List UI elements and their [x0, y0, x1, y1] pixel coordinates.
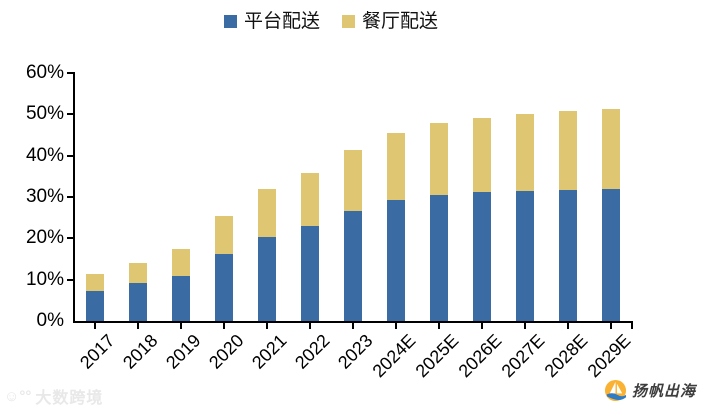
y-axis-label: 30%	[25, 186, 64, 207]
sailboat-icon	[604, 379, 627, 402]
x-axis-tick	[524, 323, 526, 329]
y-axis-label: 40%	[25, 144, 64, 166]
y-axis-label: 20%	[25, 227, 64, 249]
bar-segment-restaurant-2026E	[473, 117, 491, 193]
x-axis-tick	[352, 323, 354, 329]
legend-swatch-platform-icon	[223, 15, 237, 28]
x-axis-tick	[137, 323, 139, 329]
legend-swatch-restaurant-icon	[342, 15, 355, 28]
bar-segment-platform-2026E	[473, 192, 491, 321]
y-axis-label: 0%	[36, 310, 64, 331]
bar-segment-restaurant-2021	[258, 188, 276, 237]
bar-segment-restaurant-2019	[172, 248, 190, 276]
bar-segment-platform-2028E	[559, 189, 577, 321]
x-axis-label-2028E: 2028E	[540, 330, 592, 382]
x-axis-tick	[94, 323, 96, 329]
x-axis-tick	[438, 323, 440, 329]
y-axis-tick	[67, 113, 74, 116]
x-axis-label-2024E: 2024E	[368, 330, 420, 382]
bar-segment-platform-2027E	[516, 191, 534, 321]
bar-segment-platform-2029E	[602, 188, 620, 321]
x-axis-tick	[481, 323, 483, 329]
y-axis-label: 60%	[25, 62, 64, 83]
x-axis-tick	[180, 323, 182, 329]
x-axis-tick	[567, 323, 569, 329]
bar-segment-restaurant-2027E	[516, 114, 534, 192]
x-axis-label-2019: 2019	[161, 330, 205, 373]
watermark-icon: ☺°°	[4, 387, 32, 405]
legend-item-platform: 平台配送	[223, 10, 320, 32]
y-axis-line	[73, 72, 75, 323]
bar-segment-restaurant-2023	[344, 150, 362, 211]
x-axis-label-2027E: 2027E	[497, 330, 549, 382]
bar-segment-restaurant-2028E	[559, 111, 577, 190]
x-axis-label-2029E: 2029E	[583, 330, 635, 382]
x-axis-tick	[266, 323, 268, 329]
brand-logo: 扬帆出海	[604, 379, 696, 402]
y-axis-tick	[67, 237, 74, 240]
x-axis-tick	[223, 323, 225, 329]
bar-segment-restaurant-2024E	[387, 132, 405, 200]
y-axis-tick	[67, 72, 74, 74]
x-axis-label-2021: 2021	[247, 330, 291, 373]
bar-segment-restaurant-2017	[86, 274, 104, 291]
bar-segment-restaurant-2022	[301, 173, 319, 226]
bar-segment-platform-2024E	[387, 199, 405, 321]
bar-segment-platform-2020	[215, 254, 233, 321]
bar-segment-platform-2023	[344, 210, 362, 321]
y-axis-label: 50%	[25, 103, 64, 125]
bar-segment-platform-2022	[301, 225, 319, 321]
x-axis-end-tick	[631, 321, 633, 329]
bar-segment-restaurant-2018	[129, 263, 147, 283]
bar-segment-restaurant-2020	[215, 215, 233, 255]
legend-label-platform: 平台配送	[243, 10, 320, 32]
watermark: ☺°° 大数跨境	[4, 384, 103, 408]
bar-segment-platform-2019	[172, 275, 190, 321]
bar-segment-restaurant-2029E	[602, 108, 620, 189]
bar-segment-platform-2021	[258, 236, 276, 321]
x-axis-tick	[610, 323, 612, 329]
x-axis-label-2022: 2022	[290, 330, 334, 373]
bar-segment-platform-2017	[86, 290, 104, 321]
x-axis-tick	[309, 323, 311, 329]
x-axis-label-2025E: 2025E	[411, 330, 463, 382]
y-axis-tick	[67, 196, 74, 198]
bar-segment-platform-2018	[129, 282, 147, 321]
brand-logo-text: 扬帆出海	[631, 382, 696, 400]
y-axis-tick	[67, 154, 74, 157]
y-axis-tick	[67, 278, 74, 281]
x-axis-label-2020: 2020	[204, 330, 248, 373]
chart-legend: 平台配送 餐厅配送	[0, 12, 662, 31]
x-axis-label-2017: 2017	[75, 330, 119, 373]
legend-label-restaurant: 餐厅配送	[362, 10, 439, 32]
x-axis-label-2026E: 2026E	[454, 330, 506, 382]
watermark-text: 大数跨境	[35, 388, 104, 407]
x-axis-label-2018: 2018	[118, 330, 162, 373]
bar-segment-platform-2025E	[430, 194, 448, 321]
legend-item-restaurant: 餐厅配送	[342, 12, 438, 31]
x-axis-tick	[395, 323, 397, 329]
x-axis-line	[73, 321, 633, 323]
bar-segment-restaurant-2025E	[430, 122, 448, 195]
y-axis-label: 10%	[25, 268, 64, 290]
